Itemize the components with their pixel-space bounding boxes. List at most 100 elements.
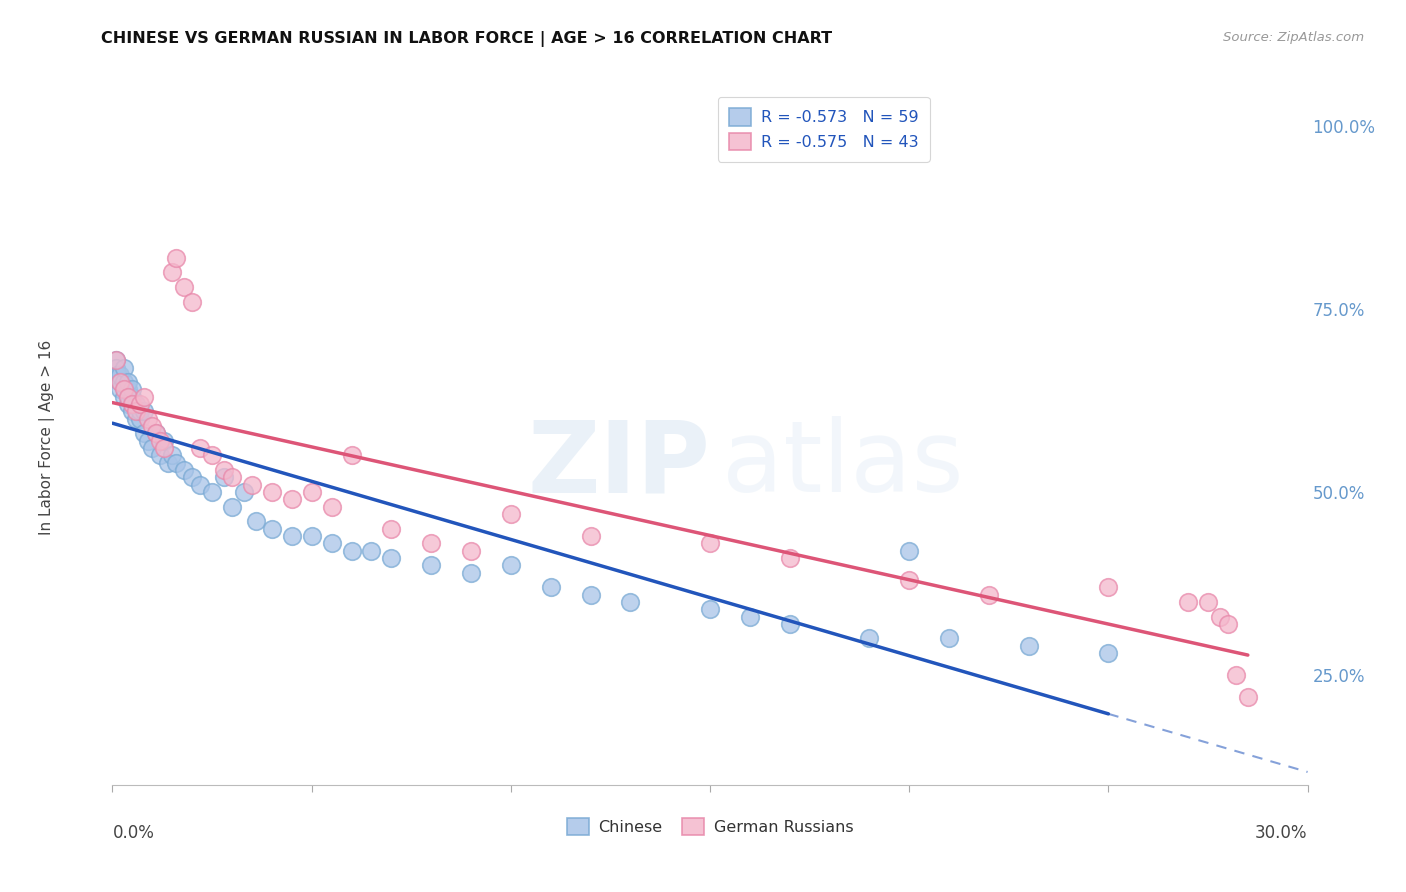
Point — [540, 580, 562, 594]
Point — [110, 375, 132, 389]
Point — [138, 411, 160, 425]
Text: 0.0%: 0.0% — [112, 824, 155, 842]
Point — [619, 595, 641, 609]
Point — [240, 477, 263, 491]
Point — [738, 609, 761, 624]
Point — [149, 449, 172, 463]
Point — [281, 529, 304, 543]
Text: atlas: atlas — [723, 417, 963, 514]
Point — [301, 485, 323, 500]
Point — [134, 390, 156, 404]
Point — [380, 550, 402, 565]
Point — [162, 449, 183, 463]
Point — [181, 294, 204, 309]
Point — [221, 470, 243, 484]
Point — [110, 375, 132, 389]
Point — [579, 588, 602, 602]
Point — [138, 434, 160, 448]
Point — [1209, 609, 1232, 624]
Point — [1197, 595, 1219, 609]
Point — [117, 375, 139, 389]
Point — [149, 434, 172, 448]
Legend: Chinese, German Russians: Chinese, German Russians — [555, 806, 865, 847]
Point — [380, 522, 402, 536]
Point — [977, 588, 1000, 602]
Point — [188, 441, 211, 455]
Point — [104, 353, 127, 368]
Point — [134, 404, 156, 418]
Point — [157, 456, 180, 470]
Point — [1216, 616, 1239, 631]
Point — [460, 566, 482, 580]
Point — [699, 602, 721, 616]
Point — [858, 632, 880, 646]
Point — [499, 507, 522, 521]
Point — [165, 456, 187, 470]
Point — [125, 411, 148, 425]
Point — [1177, 595, 1199, 609]
Point — [201, 485, 224, 500]
Point — [779, 616, 801, 631]
Point — [212, 463, 235, 477]
Point — [129, 404, 152, 418]
Point — [301, 529, 323, 543]
Point — [420, 536, 443, 550]
Point — [173, 463, 195, 477]
Point — [898, 543, 921, 558]
Point — [121, 390, 143, 404]
Point — [121, 383, 143, 397]
Point — [141, 441, 163, 455]
Point — [460, 543, 482, 558]
Point — [117, 397, 139, 411]
Point — [153, 434, 176, 448]
Point — [173, 280, 195, 294]
Point — [1097, 580, 1119, 594]
Point — [779, 550, 801, 565]
Point — [105, 368, 128, 382]
Point — [579, 529, 602, 543]
Point — [114, 360, 135, 375]
Point — [114, 383, 135, 397]
Point — [201, 449, 224, 463]
Point — [188, 477, 211, 491]
Point — [145, 426, 167, 441]
Point — [938, 632, 960, 646]
Point — [125, 397, 148, 411]
Point — [125, 404, 148, 418]
Point — [162, 265, 183, 279]
Point — [107, 368, 129, 382]
Point — [340, 543, 363, 558]
Point — [360, 543, 382, 558]
Point — [153, 441, 176, 455]
Text: ZIP: ZIP — [527, 417, 710, 514]
Point — [321, 500, 343, 514]
Point — [114, 375, 135, 389]
Point — [165, 251, 187, 265]
Point — [105, 360, 128, 375]
Point — [105, 353, 128, 368]
Text: CHINESE VS GERMAN RUSSIAN IN LABOR FORCE | AGE > 16 CORRELATION CHART: CHINESE VS GERMAN RUSSIAN IN LABOR FORCE… — [101, 31, 832, 47]
Point — [898, 573, 921, 587]
Point — [420, 558, 443, 573]
Point — [110, 383, 132, 397]
Point — [233, 485, 256, 500]
Text: In Labor Force | Age > 16: In Labor Force | Age > 16 — [39, 340, 55, 534]
Point — [260, 522, 283, 536]
Point — [117, 383, 139, 397]
Point — [499, 558, 522, 573]
Point — [121, 404, 143, 418]
Point — [221, 500, 243, 514]
Point — [281, 492, 304, 507]
Point — [321, 536, 343, 550]
Point — [134, 426, 156, 441]
Point — [110, 368, 132, 382]
Point — [121, 397, 143, 411]
Text: Source: ZipAtlas.com: Source: ZipAtlas.com — [1223, 31, 1364, 45]
Point — [117, 390, 139, 404]
Point — [114, 390, 135, 404]
Text: 30.0%: 30.0% — [1256, 824, 1308, 842]
Point — [129, 397, 152, 411]
Point — [245, 514, 267, 528]
Point — [181, 470, 204, 484]
Point — [1225, 668, 1247, 682]
